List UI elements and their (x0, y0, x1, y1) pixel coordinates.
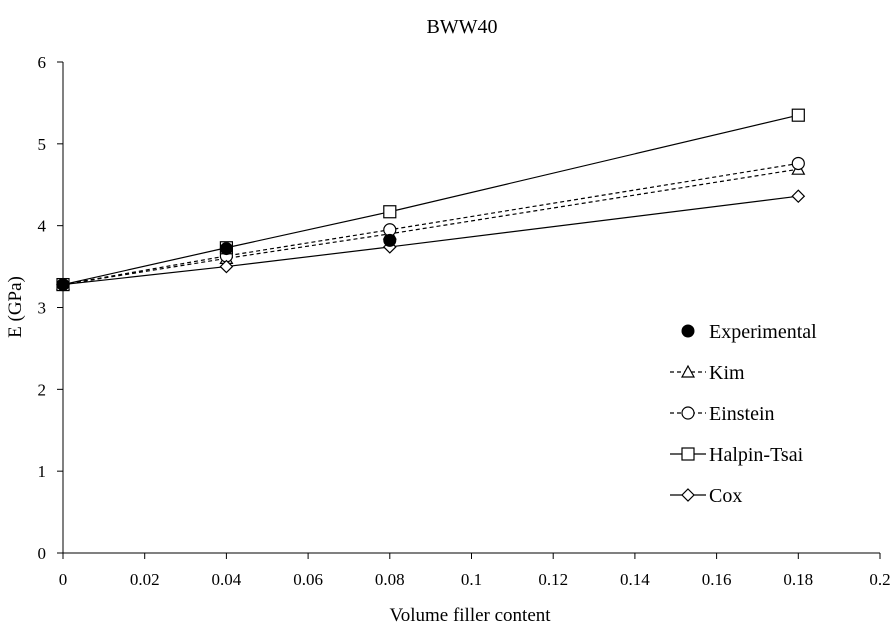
legend-marker-halpin-tsai (681, 447, 695, 461)
x-tick-label: 0.1 (461, 570, 482, 589)
y-tick-label: 4 (38, 217, 47, 236)
y-tick-label: 3 (38, 299, 47, 318)
y-axis-label: E (GPa) (5, 276, 26, 338)
x-tick-label: 0.02 (130, 570, 160, 589)
legend-label-experimental: Experimental (709, 321, 817, 343)
x-tick-label: 0.04 (212, 570, 242, 589)
x-tick-label: 0.12 (538, 570, 568, 589)
y-tick-label: 1 (38, 462, 47, 481)
data-point-experimental (219, 242, 233, 256)
y-tick-label: 5 (38, 135, 47, 154)
axes: 0 0.02 0.04 0.06 0.08 0.1 0.12 0.14 0.16 0.18 0.2 0… (38, 53, 891, 589)
data-point-halpin-tsai (383, 205, 397, 219)
y-tick-label: 0 (38, 544, 47, 563)
x-tick-label: 0.14 (620, 570, 650, 589)
data-point-experimental (56, 278, 70, 292)
data-point-experimental (383, 233, 397, 247)
series-line-kim (62, 168, 799, 286)
legend-marker-einstein (681, 406, 695, 420)
data-point-einstein (791, 156, 805, 171)
x-tick-label: 0.08 (375, 570, 405, 589)
data-point-cox (791, 189, 806, 204)
x-axis-label: Volume filler content (389, 605, 551, 624)
x-tick-label: 0.06 (293, 570, 323, 589)
series-line-cox (62, 195, 799, 286)
legend-marker-experimental (681, 324, 695, 338)
y-tick-label: 2 (38, 380, 47, 399)
legend: Experimental Kim Einstein Halpin-Tsai Cox (670, 321, 817, 507)
legend-label-einstein: Einstein (709, 403, 775, 425)
series-line-halpin-tsai (62, 114, 799, 286)
legend-label-kim: Kim (709, 362, 745, 384)
y-tick-label: 6 (38, 53, 47, 72)
x-tick-label: 0.18 (783, 570, 813, 589)
legend-label-halpin-tsai: Halpin-Tsai (709, 444, 804, 466)
legend-marker-cox (681, 488, 695, 502)
legend-marker-kim (680, 364, 696, 378)
series-layer (55, 108, 806, 292)
x-tick-label: 0 (59, 570, 68, 589)
x-tick-label: 0.2 (869, 570, 890, 589)
data-point-halpin-tsai (791, 108, 805, 122)
chart-title: BWW40 (426, 16, 497, 38)
series-line-einstein (62, 162, 799, 286)
legend-label-cox: Cox (709, 485, 742, 507)
data-point-cox (219, 259, 234, 274)
x-tick-label: 0.16 (702, 570, 732, 589)
